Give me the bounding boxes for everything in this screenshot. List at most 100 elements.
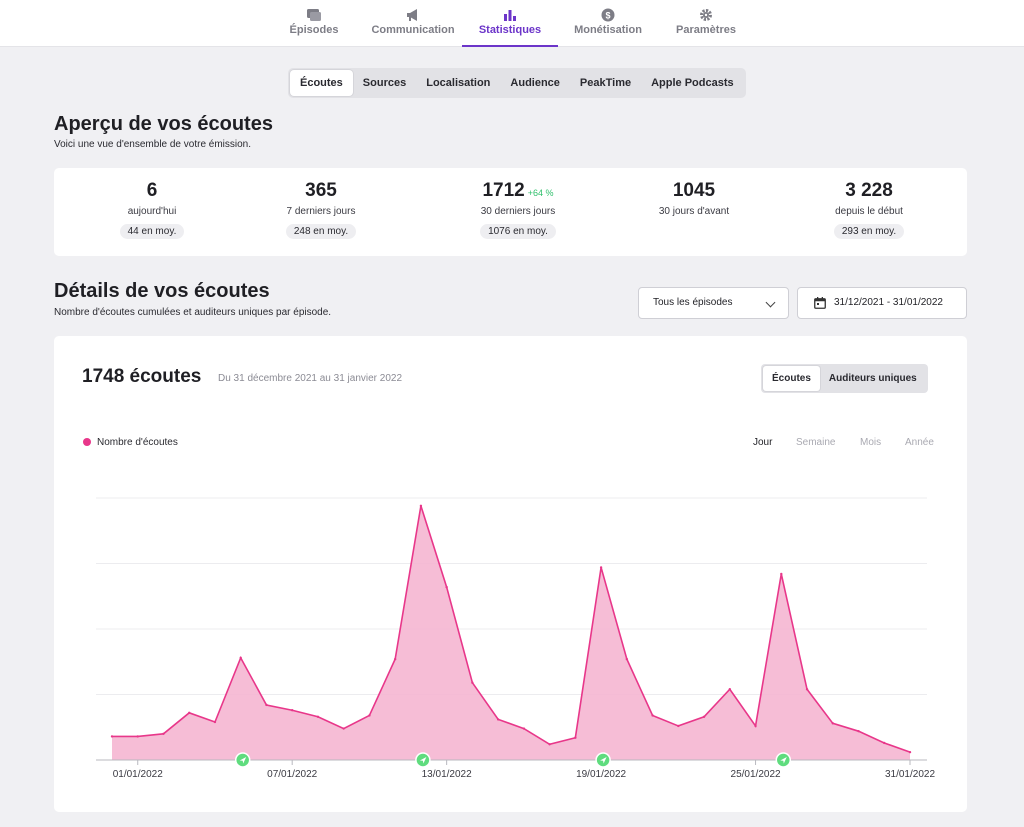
series-area: [112, 505, 910, 760]
stat-7-days: 365 7 derniers jours 248 en moy.: [231, 180, 411, 239]
data-point: [290, 709, 294, 712]
data-point: [342, 727, 345, 730]
x-tick-label: 31/01/2022: [885, 769, 935, 780]
date-range-picker[interactable]: 31/12/2021 - 31/01/2022: [797, 287, 967, 319]
paper-plane-icon: [239, 757, 247, 764]
granularity-month[interactable]: Mois: [860, 437, 882, 448]
data-point: [136, 735, 139, 738]
data-point: [188, 711, 191, 715]
paper-plane-icon: [780, 757, 787, 764]
toggle-listens[interactable]: Écoutes: [763, 366, 820, 391]
nav-monetisation[interactable]: $ Monétisation: [566, 0, 650, 47]
data-point: [162, 732, 165, 735]
tab-audience[interactable]: Audience: [510, 77, 560, 89]
date-range-value: 31/12/2021 - 31/01/2022: [834, 297, 943, 308]
details-subtitle: Nombre d'écoutes cumulées et auditeurs u…: [54, 307, 332, 318]
data-point: [677, 724, 680, 728]
stat-value: 6: [146, 180, 158, 201]
data-point: [522, 727, 526, 730]
data-point: [780, 572, 783, 576]
chart-card: 1748 écoutes Du 31 décembre 2021 au 31 j…: [54, 336, 967, 812]
tab-peaktime[interactable]: PeakTime: [579, 77, 632, 89]
dollar-icon: $: [601, 8, 615, 22]
data-point: [368, 714, 371, 717]
episodes-icon: [307, 9, 321, 21]
stat-label: depuis le début: [835, 206, 903, 217]
data-point: [316, 715, 320, 718]
data-point: [213, 720, 217, 724]
data-point: [574, 736, 577, 739]
nav-monetisation-label: Monétisation: [574, 24, 642, 36]
stat-average: 1076 en moy.: [480, 224, 556, 239]
granularity-day[interactable]: Jour: [753, 437, 773, 448]
stat-today: 6 aujourd'hui 44 en moy.: [62, 180, 242, 239]
stat-average: 293 en moy.: [833, 224, 905, 239]
chart-legend: Nombre d'écoutes: [83, 437, 178, 448]
stat-value: 3 228: [845, 180, 893, 201]
episode-select[interactable]: Tous les épisodes: [638, 287, 789, 319]
data-point: [831, 722, 834, 725]
data-point: [445, 585, 448, 589]
stat-since-start: 3 228 depuis le début 293 en moy.: [779, 180, 959, 239]
nav-parametres-label: Paramètres: [676, 24, 736, 36]
x-tick-label: 01/01/2022: [113, 769, 163, 780]
data-point: [754, 724, 757, 728]
tab-sources[interactable]: Sources: [362, 77, 407, 89]
data-point: [419, 504, 423, 508]
overview-subtitle: Voici une vue d'ensemble de votre émissi…: [54, 139, 252, 150]
data-point: [805, 688, 809, 691]
stat-delta: +64 %: [527, 188, 554, 198]
toggle-unique-listeners[interactable]: Auditeurs uniques: [828, 373, 917, 384]
stat-label: 7 derniers jours: [286, 206, 356, 217]
nav-parametres[interactable]: Paramètres: [668, 0, 744, 47]
stat-label: 30 jours d'avant: [658, 206, 730, 217]
chevron-down-icon: [765, 297, 776, 308]
data-point: [239, 656, 242, 660]
details-title: Détails de vos écoutes: [54, 280, 270, 302]
data-point: [883, 741, 886, 745]
episode-select-value: Tous les épisodes: [653, 297, 733, 308]
chart-headline: 1748 écoutes: [82, 366, 202, 387]
stat-30-days-before: 1045 30 jours d'avant: [604, 180, 784, 217]
data-point: [110, 735, 114, 738]
tab-localisation[interactable]: Localisation: [426, 77, 491, 89]
granularity-year[interactable]: Année: [905, 437, 934, 448]
svg-text:$: $: [605, 11, 610, 21]
x-tick-label: 07/01/2022: [267, 769, 317, 780]
data-point: [728, 688, 732, 691]
data-point: [857, 729, 860, 733]
tab-apple-podcasts[interactable]: Apple Podcasts: [651, 77, 734, 89]
stat-value: 365: [305, 180, 337, 201]
series-line: [112, 505, 911, 753]
stat-label: 30 derniers jours: [480, 206, 556, 217]
paper-plane-icon: [600, 757, 607, 764]
legend-dot: [83, 438, 91, 446]
data-point: [651, 714, 654, 717]
chart-period-text: Du 31 décembre 2021 au 31 janvier 2022: [218, 373, 403, 384]
bar-chart-icon: [504, 10, 516, 21]
top-navigation: Épisodes Communication Statistiques $ Mo…: [0, 0, 1024, 47]
nav-communication-label: Communication: [371, 24, 455, 36]
x-tick-label: 19/01/2022: [576, 769, 626, 780]
data-point: [265, 703, 268, 707]
granularity-week[interactable]: Semaine: [796, 437, 836, 448]
data-point: [393, 657, 397, 661]
data-point: [599, 566, 603, 569]
data-point: [908, 750, 912, 754]
data-point: [625, 657, 629, 661]
nav-episodes[interactable]: Épisodes: [278, 0, 350, 47]
calendar-icon: [814, 297, 826, 309]
nav-communication[interactable]: Communication: [367, 0, 459, 47]
nav-statistiques-label: Statistiques: [478, 24, 542, 36]
stat-value: 1712: [482, 180, 525, 201]
tab-ecoutes[interactable]: Écoutes: [290, 70, 353, 96]
nav-episodes-label: Épisodes: [289, 24, 339, 36]
stat-label: aujourd'hui: [127, 206, 177, 217]
paper-plane-icon: [419, 757, 427, 764]
data-point: [702, 715, 706, 718]
x-tick-label: 13/01/2022: [422, 769, 472, 780]
nav-statistiques[interactable]: Statistiques: [462, 0, 558, 47]
gear-icon: [700, 9, 712, 21]
listens-area-chart: 01/01/2022 07/01/2022 13/01/2022 19/01/2022…: [96, 497, 935, 780]
overview-title: Aperçu de vos écoutes: [54, 113, 273, 135]
